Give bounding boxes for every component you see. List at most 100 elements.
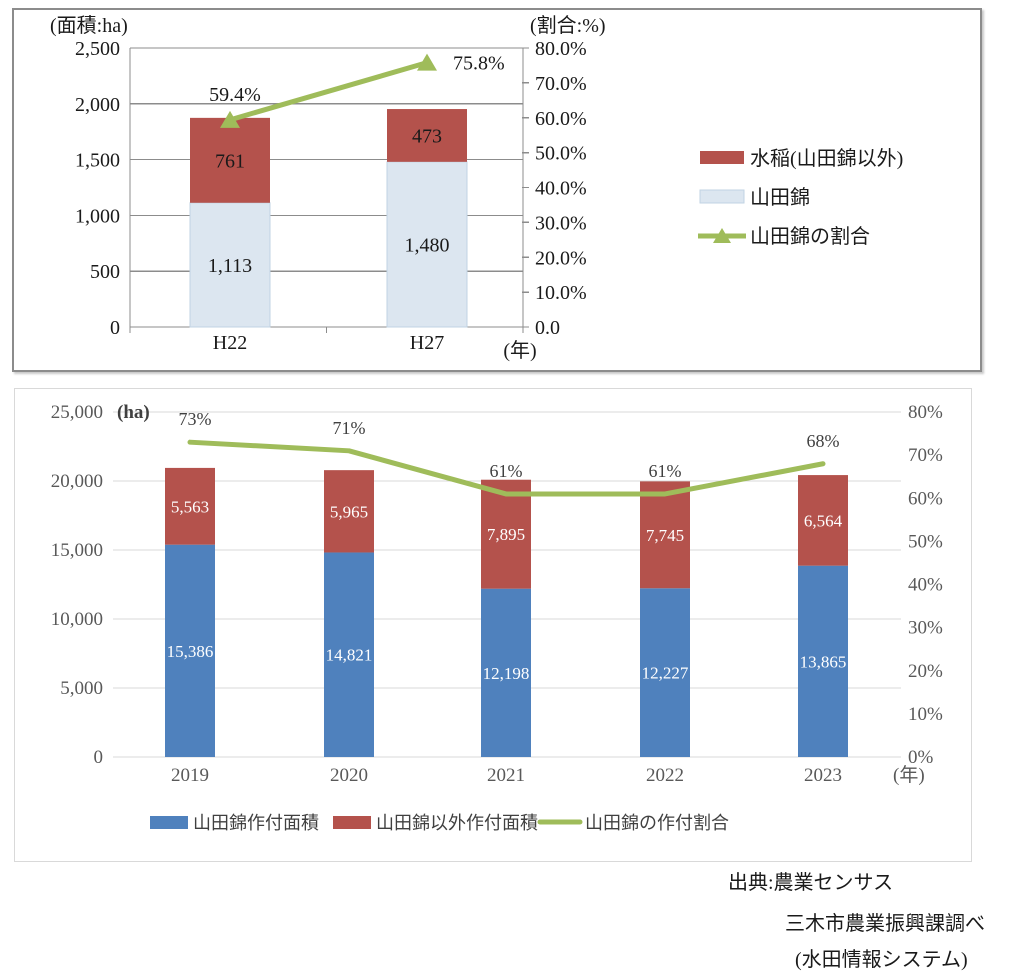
- left-axis-tick-label: 10,000: [51, 609, 103, 630]
- top-chart-svg: 761 1,113 H22 473 1,480 H27 59.4% 75.8% 0 500 1,00…: [50, 14, 903, 362]
- left-axis-tick-label: 15,000: [51, 540, 103, 561]
- bar-value-label: 12,227: [642, 664, 689, 683]
- triangle-marker: [417, 53, 437, 71]
- bar-segment-other: [798, 475, 848, 566]
- right-axis-tick-label: 30.0%: [535, 212, 587, 234]
- bar-value-label: 12,198: [483, 664, 530, 683]
- legend-label: 山田錦の作付割合: [585, 813, 729, 833]
- legend-label: 山田錦以外作付面積: [376, 813, 538, 833]
- percent-label: 61%: [490, 461, 523, 481]
- top-chart-panel: 761 1,113 H22 473 1,480 H27 59.4% 75.8% 0 500 1,00…: [12, 8, 982, 372]
- left-axis-tick-label: 500: [90, 261, 120, 283]
- percent-label: 59.4%: [209, 84, 261, 106]
- legend-swatch: [150, 816, 188, 829]
- right-axis-tick-label: 20%: [908, 661, 943, 682]
- category-label: 2022: [646, 765, 684, 786]
- legend-swatch: [333, 816, 371, 829]
- bar-value-label: 761: [215, 150, 245, 172]
- category-label: 2023: [804, 765, 842, 786]
- bar-value-label: 15,386: [167, 642, 214, 661]
- right-axis-title: (割合:%): [530, 14, 606, 37]
- left-axis-tick-label: 1,000: [75, 205, 120, 227]
- left-axis-title: (面積:ha): [50, 14, 128, 37]
- left-axis-tick-label: 2,500: [75, 38, 120, 60]
- left-axis-tick-label: 1,500: [75, 150, 120, 172]
- source-line-3: (水田情報システム): [795, 949, 968, 971]
- right-axis-tick-label: 0%: [908, 747, 934, 768]
- bar-segment-yamadanishiki: [189, 202, 271, 328]
- bar-segment-other-rice: [190, 117, 270, 203]
- right-axis-tick-label: 10.0%: [535, 282, 587, 304]
- trend-line: [229, 60, 428, 123]
- right-axis-tick-label: 70%: [908, 445, 943, 466]
- percent-label: 75.8%: [453, 53, 505, 75]
- bottom-chart-panel: 15,386 5,563 2019 14,821 5,965 2020 12,198 7,89…: [14, 388, 972, 862]
- bar-segment-yamadanishiki: [324, 552, 374, 757]
- bar-value-label: 6,564: [804, 511, 843, 530]
- legend-label: 水稲(山田錦以外): [750, 147, 903, 170]
- right-axis-tick-label: 50%: [908, 531, 943, 552]
- right-axis-tick-label: 30%: [908, 618, 943, 639]
- bar-segment-yamadanishiki: [798, 565, 848, 757]
- percent-label: 73%: [179, 409, 212, 429]
- right-axis-tick-label: 60%: [908, 488, 943, 509]
- category-label: 2021: [487, 765, 525, 786]
- bar-segment-other: [481, 479, 531, 589]
- right-axis-tick-label: 80.0%: [535, 38, 587, 60]
- right-axis-tick-label: 40.0%: [535, 178, 587, 200]
- category-label: 2019: [171, 765, 209, 786]
- bar-value-label: 5,563: [171, 497, 209, 516]
- bar-value-label: 7,895: [487, 525, 525, 544]
- legend-swatch: [700, 151, 744, 164]
- bar-value-label: 7,745: [646, 526, 684, 545]
- x-axis-title: (年): [893, 764, 925, 786]
- left-axis-tick-label: 25,000: [51, 402, 103, 423]
- bar-segment-yamadanishiki: [640, 588, 690, 757]
- bar-value-label: 1,113: [208, 255, 252, 277]
- legend-label: 山田錦の割合: [750, 225, 870, 248]
- right-axis-tick-label: 10%: [908, 704, 943, 725]
- source-line-2: 三木市農業振興課調べ: [785, 913, 985, 935]
- bar-value-label: 14,821: [326, 646, 373, 665]
- bar-value-label: 473: [412, 125, 442, 147]
- bar-value-label: 13,865: [800, 652, 847, 671]
- triangle-marker: [220, 110, 240, 128]
- left-axis-tick-label: 0: [110, 317, 120, 339]
- percent-label: 71%: [333, 418, 366, 438]
- legend-label: 山田錦: [750, 186, 810, 209]
- percent-label: 61%: [649, 461, 682, 481]
- right-axis-tick-label: 40%: [908, 575, 943, 596]
- category-label: H27: [410, 332, 444, 354]
- category-label: 2020: [330, 765, 368, 786]
- right-axis-tick-label: 0.0%: [535, 317, 577, 339]
- bar-value-label: 1,480: [405, 234, 450, 256]
- left-axis-tick-label: 2,000: [75, 94, 120, 116]
- trend-line: [187, 439, 826, 497]
- percent-label: 68%: [807, 431, 840, 451]
- x-axis-title: (年): [503, 339, 536, 362]
- bar-segment-yamadanishiki: [386, 161, 468, 328]
- legend-swatch: [699, 189, 745, 204]
- left-axis-tick-label: 5,000: [60, 678, 103, 699]
- right-axis-tick-label: 20.0%: [535, 247, 587, 269]
- bottom-chart-svg: 15,386 5,563 2019 14,821 5,965 2020 12,198 7,89…: [51, 402, 943, 833]
- left-axis-tick-label: 0: [94, 747, 104, 768]
- right-axis-tick-label: 80%: [908, 402, 943, 423]
- bar-segment-other: [324, 470, 374, 553]
- legend-triangle-marker: [713, 228, 731, 243]
- bar-segment-other-rice: [387, 109, 467, 162]
- category-label: H22: [213, 332, 247, 354]
- bar-segment-other: [165, 467, 215, 545]
- bar-segment-yamadanishiki: [165, 544, 215, 757]
- right-axis-tick-label: 70.0%: [535, 73, 587, 95]
- right-axis-tick-label: 60.0%: [535, 108, 587, 130]
- bar-value-label: 5,965: [330, 502, 368, 521]
- bar-segment-other: [640, 481, 690, 589]
- source-line-1: 出典:農業センサス: [728, 872, 894, 894]
- left-axis-unit: (ha): [117, 402, 150, 423]
- right-axis-tick-label: 50.0%: [535, 143, 587, 165]
- bar-segment-yamadanishiki: [481, 588, 531, 757]
- legend-label: 山田錦作付面積: [193, 813, 319, 833]
- left-axis-tick-label: 20,000: [51, 471, 103, 492]
